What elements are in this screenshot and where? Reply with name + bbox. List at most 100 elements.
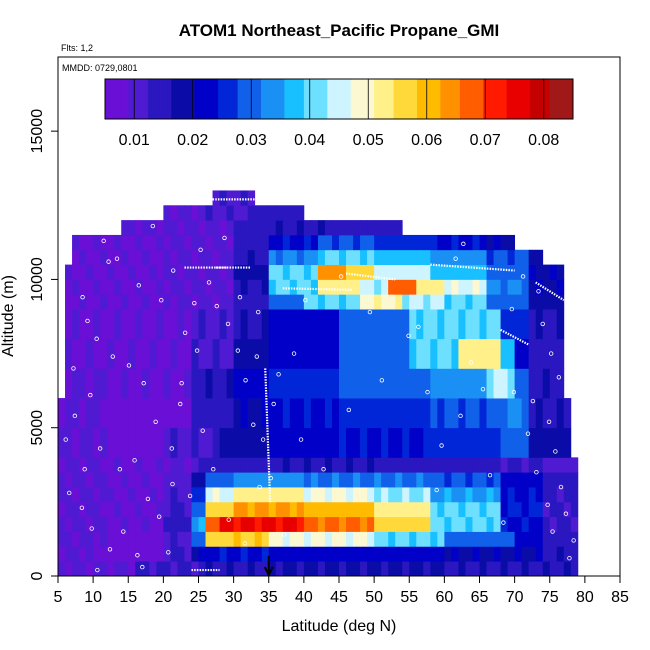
heatmap-cell: [296, 220, 305, 236]
heatmap-cell: [395, 338, 403, 369]
heatmap-cell: [170, 487, 178, 503]
heatmap-cell: [93, 249, 101, 265]
heatmap-cell: [135, 264, 143, 280]
colorbar-tick-label: 0.08: [528, 132, 559, 149]
heatmap-cell: [360, 220, 368, 236]
heatmap-cell: [268, 546, 277, 562]
heatmap-cell: [198, 249, 206, 265]
heatmap-cell: [198, 294, 206, 310]
sample-points: [63, 223, 576, 573]
heatmap-cell: [86, 457, 94, 473]
heatmap-cell: [212, 531, 220, 547]
heatmap-cell: [58, 561, 66, 577]
heatmap-cell: [507, 427, 516, 458]
sample-point: [520, 274, 526, 279]
sample-point: [235, 348, 241, 353]
heatmap-cell: [275, 368, 284, 399]
colorbar-segment: [241, 79, 246, 119]
heatmap-cell: [339, 338, 347, 369]
heatmap-cell: [219, 427, 227, 458]
colorbar-tick-label: 0.04: [294, 132, 325, 149]
colorbar: 0.01 0.02 0.03 0.04 0.05 0.06 0.07 0.08: [104, 78, 574, 149]
heatmap-cell: [121, 561, 129, 577]
heatmap-cell: [296, 249, 305, 265]
heatmap-cell: [479, 472, 487, 488]
heatmap-cell: [360, 487, 368, 503]
heatmap-cell: [317, 279, 326, 295]
heatmap-cell: [247, 472, 256, 488]
heatmap-cell: [416, 368, 424, 399]
heatmap-cell: [114, 546, 122, 562]
heatmap-cell: [486, 398, 494, 429]
heatmap-cell: [247, 249, 256, 265]
heatmap-cell: [444, 264, 452, 280]
heatmap-cell: [346, 309, 354, 340]
heatmap-cell: [310, 531, 319, 547]
heatmap-cell: [128, 294, 136, 310]
heatmap-cell: [149, 264, 157, 280]
heatmap-cell: [177, 338, 185, 369]
heatmap-cell: [374, 516, 382, 532]
sample-point: [468, 360, 474, 365]
heatmap-cell: [353, 457, 361, 473]
heatmap-cell: [289, 531, 298, 547]
heatmap-cell: [289, 398, 298, 429]
sample-point: [276, 372, 281, 377]
heatmap-cell: [331, 561, 340, 577]
heatmap-cell: [261, 457, 270, 473]
heatmap-cell: [570, 487, 579, 503]
sample-point: [406, 333, 411, 338]
heatmap-cell: [324, 294, 333, 310]
heatmap-cell: [542, 457, 551, 473]
heatmap-cell: [205, 309, 213, 340]
heatmap-cell: [163, 338, 171, 369]
heatmap-cell: [107, 472, 115, 488]
heatmap-cell: [430, 249, 438, 265]
heatmap-cell: [142, 220, 150, 236]
heatmap-cell: [360, 264, 368, 280]
heatmap-cell: [149, 516, 157, 532]
heatmap-cell: [135, 338, 143, 369]
heatmap-cell: [570, 457, 579, 473]
heatmap-cell: [423, 249, 431, 265]
heatmap-cell: [303, 279, 312, 295]
heatmap-cell: [339, 472, 347, 488]
colorbar-segment: [202, 79, 207, 119]
heatmap-cell: [395, 249, 403, 265]
heatmap-cell: [402, 294, 410, 310]
heatmap-cell: [360, 249, 368, 265]
heatmap-cell: [184, 561, 192, 577]
heatmap-cell: [107, 264, 115, 280]
heatmap-cell: [444, 294, 452, 310]
heatmap-cell: [128, 457, 136, 473]
sample-point: [140, 564, 145, 570]
heatmap-cell: [472, 561, 480, 577]
heatmap-cell: [409, 427, 417, 458]
heatmap-cell: [219, 338, 227, 369]
heatmap-cell: [86, 279, 94, 295]
colorbar-segment: [440, 79, 445, 119]
heatmap-cell: [163, 264, 171, 280]
heatmap-cell: [177, 487, 185, 503]
heatmap-cell: [374, 501, 382, 518]
colorbar-segment: [463, 79, 469, 119]
heatmap-cell: [465, 309, 473, 340]
heatmap-cell: [100, 398, 108, 429]
heatmap-cell: [100, 546, 108, 562]
heatmap-cell: [289, 309, 298, 340]
heatmap-cell: [226, 472, 235, 488]
heatmap-cell: [542, 294, 551, 310]
x-tick-label: 80: [576, 589, 594, 606]
heatmap-cell: [514, 516, 523, 532]
heatmap-cell: [409, 294, 417, 310]
heatmap-cell: [500, 234, 508, 251]
heatmap-cell: [86, 472, 94, 488]
heatmap-cell: [198, 427, 206, 458]
sample-point: [166, 550, 171, 555]
heatmap-cell: [205, 427, 213, 458]
heatmap-cell: [205, 220, 213, 236]
heatmap-cell: [184, 501, 192, 518]
heatmap-cell: [142, 294, 150, 310]
heatmap-cell: [93, 398, 101, 429]
heatmap-cell: [156, 501, 164, 518]
